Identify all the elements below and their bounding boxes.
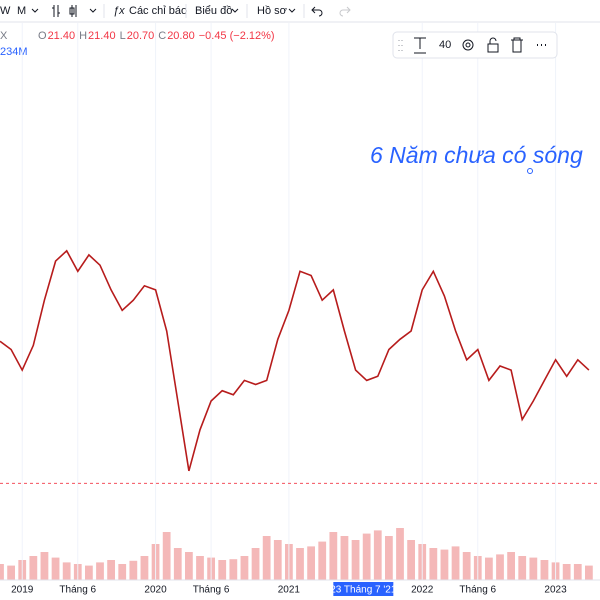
volume-bar bbox=[173, 548, 182, 580]
x-tick-label: Tháng 6 bbox=[459, 585, 496, 596]
volume-bar bbox=[7, 565, 15, 580]
volume-bar bbox=[540, 560, 549, 580]
anchor-handle[interactable] bbox=[527, 168, 533, 174]
toolbar-indicators[interactable]: Các chỉ báo bbox=[129, 5, 187, 17]
legend-label: L bbox=[120, 30, 126, 42]
volume-bar bbox=[562, 564, 571, 580]
x-tick-label: Tháng 6 bbox=[59, 585, 96, 596]
volume-bar bbox=[218, 560, 227, 580]
plot-area: 2019 Tháng 6 2020 Tháng 6 2021 2022 Tháng 6 202… bbox=[0, 23, 600, 596]
volume-bar bbox=[162, 532, 171, 580]
fx-icon: ƒx bbox=[113, 5, 125, 17]
drag-handle[interactable] bbox=[398, 40, 403, 51]
font-size[interactable]: 40 bbox=[439, 39, 451, 51]
settings-icon-center bbox=[465, 42, 471, 48]
x-tick-label: 2020 bbox=[144, 585, 167, 596]
legend-value: 20.80 bbox=[167, 30, 195, 42]
volume-bar bbox=[140, 556, 149, 580]
volume-bar bbox=[96, 562, 104, 580]
volume-bar bbox=[29, 556, 38, 580]
volume-bar bbox=[362, 533, 371, 580]
volume-bar bbox=[129, 560, 138, 580]
toolbar-w[interactable]: W bbox=[0, 5, 11, 17]
toolbar-m[interactable]: M bbox=[17, 5, 26, 17]
volume-bar bbox=[318, 541, 327, 580]
candles-icon[interactable] bbox=[52, 5, 77, 17]
toolbar-layout[interactable]: Biểu đồ bbox=[195, 5, 232, 17]
volume-bar bbox=[451, 546, 460, 580]
volume-bar bbox=[351, 540, 360, 580]
volume-bar bbox=[329, 532, 338, 580]
volume-bar bbox=[196, 556, 204, 580]
volume-bar bbox=[307, 546, 315, 580]
volume-bar bbox=[573, 564, 582, 580]
volume-bar bbox=[440, 549, 449, 580]
volume-bar bbox=[118, 564, 127, 580]
volume-bar bbox=[518, 556, 527, 580]
x-tick-label: Tháng 6 bbox=[193, 585, 230, 596]
volume-bar bbox=[385, 536, 393, 580]
volume-bar bbox=[496, 554, 504, 580]
legend-change: −0.45 (−2.12%) bbox=[199, 30, 275, 42]
volume-bar bbox=[229, 559, 238, 580]
volume-bar bbox=[296, 548, 304, 580]
volume-bar bbox=[407, 540, 415, 580]
volume-bar bbox=[62, 562, 71, 580]
volume-bar bbox=[507, 552, 515, 580]
legend-value: 21.40 bbox=[88, 30, 116, 42]
volume-bar bbox=[485, 557, 493, 580]
dropdown-icon bbox=[288, 8, 296, 13]
volume-bar bbox=[462, 552, 471, 580]
volume-bar bbox=[51, 557, 60, 580]
volume-bar bbox=[373, 530, 382, 580]
volume-bar bbox=[251, 548, 260, 580]
lock-icon[interactable] bbox=[487, 43, 499, 53]
legend-label: C bbox=[158, 30, 166, 42]
settings-icon[interactable] bbox=[462, 39, 474, 51]
delete-icon[interactable] bbox=[511, 37, 523, 53]
volume-bar bbox=[240, 556, 249, 580]
dropdown-icon bbox=[89, 8, 97, 13]
x-tick-label: 2023 bbox=[544, 585, 567, 596]
text-annotation[interactable]: 6 Năm chưa có sóng bbox=[370, 142, 583, 168]
volume-bar bbox=[529, 557, 538, 580]
lock-shackle bbox=[489, 37, 497, 44]
candle-icon-body bbox=[69, 7, 75, 15]
legend-value: 20.70 bbox=[127, 30, 155, 42]
volume-bar bbox=[340, 536, 349, 580]
volume-bar bbox=[107, 560, 115, 580]
toolbar-profile[interactable]: Hồ sơ bbox=[257, 5, 287, 17]
crosshair-label: 23 Tháng 7 '21 bbox=[330, 585, 397, 596]
volume-bar bbox=[0, 564, 4, 580]
x-tick-label: 2019 bbox=[11, 585, 34, 596]
legend-value: 21.40 bbox=[48, 30, 76, 42]
volume-bar bbox=[185, 552, 193, 580]
volume-bar bbox=[273, 540, 282, 580]
undo-icon[interactable] bbox=[311, 6, 323, 17]
legend-label: O bbox=[38, 30, 47, 42]
volume-bar bbox=[85, 565, 93, 580]
legend: X 234M O 21.40 H 21.40 L 20.70 C 20.80 −0.45 (−2… bbox=[0, 30, 275, 58]
volume-bar bbox=[40, 552, 49, 580]
redo-icon[interactable] bbox=[339, 6, 351, 17]
price-line bbox=[0, 249, 590, 472]
volume-bar bbox=[396, 528, 404, 580]
dropdown-icon bbox=[31, 8, 39, 13]
dropdown-icon bbox=[231, 8, 239, 13]
legend-label: H bbox=[79, 30, 87, 42]
toolbar-bg bbox=[0, 0, 600, 22]
x-tick-label: 2021 bbox=[278, 585, 301, 596]
drawing-toolbar bbox=[392, 31, 558, 59]
legend-symbol: X bbox=[0, 30, 8, 42]
volume-bar bbox=[262, 536, 271, 580]
volume-bar bbox=[585, 565, 593, 580]
text-color-icon[interactable] bbox=[414, 37, 426, 54]
crosshair-label-bg bbox=[333, 582, 394, 596]
x-tick-label: 2022 bbox=[411, 585, 434, 596]
volume-bar bbox=[429, 548, 438, 580]
legend-volume: 234M bbox=[0, 46, 28, 58]
